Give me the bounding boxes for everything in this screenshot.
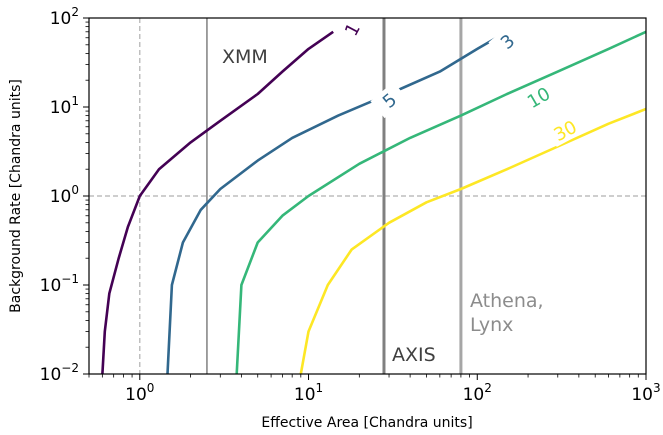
y-tick-label: 10−1 (40, 272, 79, 296)
mission-label: AXIS (392, 344, 436, 366)
contour-label: 5 (370, 81, 408, 119)
x-axis-title: Effective Area [Chandra units] (261, 415, 472, 431)
contour-curves (101, 30, 646, 374)
x-tick-label: 102 (463, 381, 492, 405)
contour-label: 3 (488, 23, 526, 60)
contour-line (299, 107, 646, 374)
mission-label: Lynx (470, 314, 513, 336)
mission-lines (206, 18, 463, 374)
y-tick-label: 100 (50, 183, 79, 207)
x-tick-label: 103 (631, 381, 660, 405)
reference-lines (89, 18, 646, 374)
contour-line (235, 30, 646, 374)
contour-label: 10 (519, 79, 557, 114)
y-tick-label: 102 (50, 5, 79, 29)
contour-label: 30 (546, 113, 584, 147)
y-axis-ticks: 10−2 10−1 100 101 102 (40, 5, 89, 385)
y-tick-label: 101 (50, 94, 79, 118)
contour-label: 1 (334, 10, 369, 48)
x-axis-ticks: 100 101 102 103 (88, 374, 661, 405)
x-tick-label: 100 (125, 381, 154, 405)
x-tick-label: 101 (294, 381, 323, 405)
mission-label: XMM (222, 46, 268, 68)
mission-annotations: XMM AXIS Athena,Lynx (222, 46, 544, 366)
contour-line (166, 36, 498, 374)
mission-label: Athena, (470, 290, 544, 312)
y-tick-label: 10−2 (40, 361, 79, 385)
y-axis-title: Background Rate [Chandra units] (8, 79, 24, 313)
contour-line (101, 30, 334, 374)
